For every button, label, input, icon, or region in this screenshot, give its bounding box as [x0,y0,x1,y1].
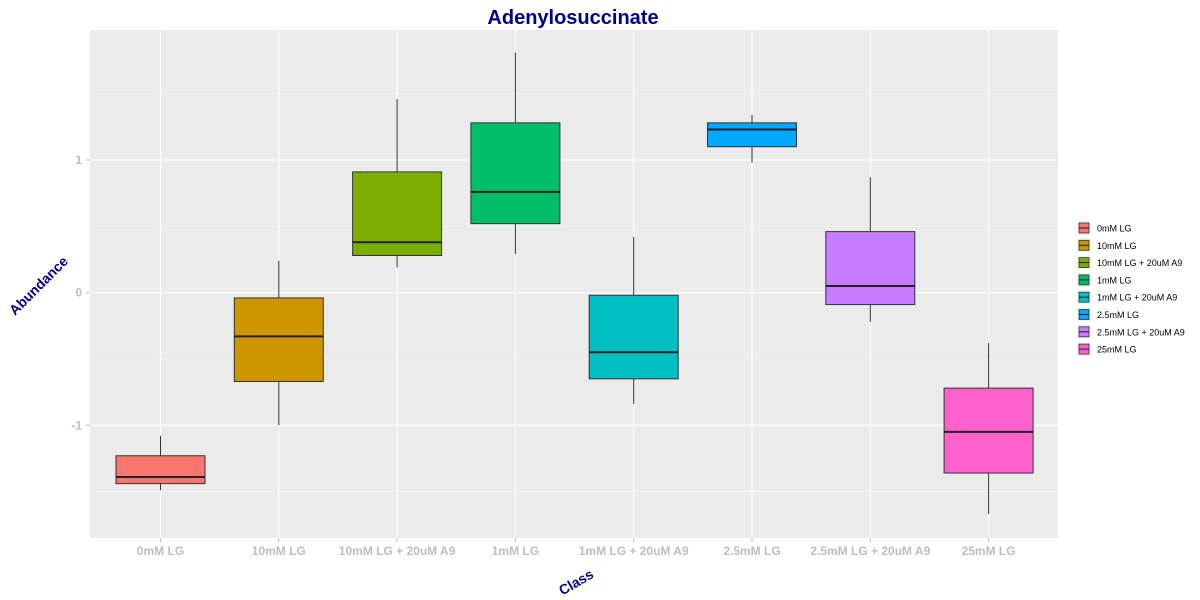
box-5 [588,236,679,405]
legend-label: 25mM LG [1097,345,1137,355]
y-tick-label: 1 [75,153,82,167]
chart-title: Adenylosuccinate [487,7,658,29]
box-body [233,297,324,382]
x-tick-label: 10mM LG [252,544,306,558]
legend-item: 10mM LG + 20uM A9 [1077,255,1182,270]
box-4 [470,52,561,255]
box-body [825,231,916,306]
legend-label: 1mM LG + 20uM A9 [1097,293,1177,303]
box-body [588,294,679,380]
box-7 [825,177,916,322]
legend-item: 2.5mM LG [1077,307,1139,322]
x-tick-label: 2.5mM LG [723,544,780,558]
x-tick-label: 25mM LG [962,544,1016,558]
legend-item: 1mM LG + 20uM A9 [1077,290,1177,305]
legend: 0mM LG 10mM LG 10mM LG + 20uM A9 1mM LG 1mM … [1077,221,1185,357]
box-body [943,387,1034,474]
box-1 [115,435,206,491]
y-axis-ticks: -1 0 1 [71,153,90,432]
legend-item: 1mM LG [1077,272,1132,287]
x-tick-label: 1mM LG [492,544,539,558]
legend-label: 1mM LG [1097,275,1132,285]
x-tick-label: 1mM LG + 20uM A9 [579,544,689,558]
box-6 [707,114,797,163]
legend-item: 25mM LG [1077,342,1137,357]
box-body [470,122,561,225]
box-2 [233,260,324,426]
x-tick-label: 0mM LG [137,544,184,558]
legend-label: 10mM LG + 20uM A9 [1097,258,1182,268]
legend-label: 2.5mM LG [1097,310,1139,320]
box-3 [352,98,443,268]
box-group [115,52,1034,515]
box-body [707,122,797,148]
legend-item: 10mM LG [1077,238,1137,253]
y-tick-label: 0 [75,286,82,300]
box-body [115,455,206,485]
legend-label: 2.5mM LG + 20uM A9 [1097,327,1185,337]
x-tick-label: 2.5mM LG + 20uM A9 [810,544,930,558]
y-axis-title: Abundance [6,253,71,318]
legend-label: 10mM LG [1097,241,1137,251]
legend-item: 2.5mM LG + 20uM A9 [1077,324,1185,339]
y-tick-label: -1 [71,418,82,432]
legend-item: 0mM LG [1077,221,1132,235]
box-8 [943,343,1034,515]
x-axis-title: Class [556,566,597,599]
x-tick-label: 10mM LG + 20uM A9 [339,544,456,558]
legend-label: 0mM LG [1097,224,1132,234]
x-axis-ticks: 0mM LG 10mM LG 10mM LG + 20uM A9 1mM LG 1mM … [137,538,1016,558]
